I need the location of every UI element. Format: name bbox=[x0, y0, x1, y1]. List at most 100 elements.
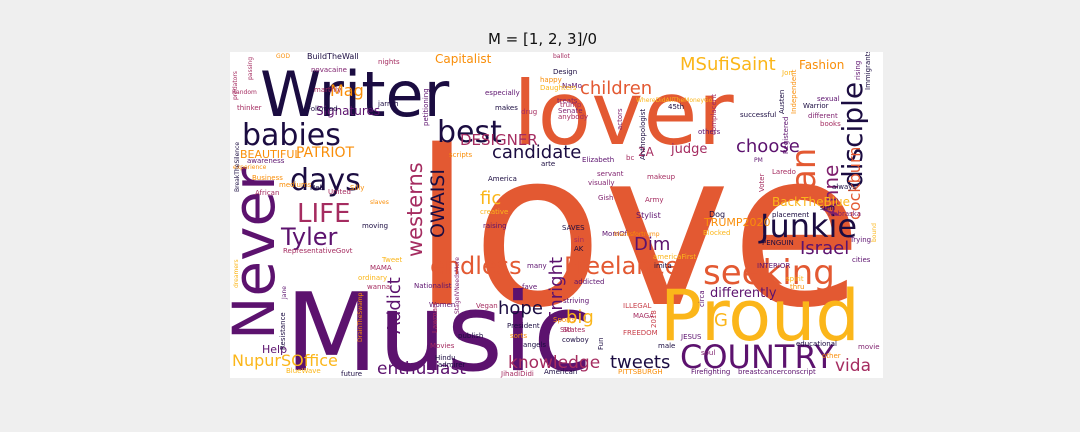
word-24: candidate bbox=[492, 142, 581, 163]
word-164: thru bbox=[790, 283, 805, 291]
word-15: LIFE bbox=[297, 199, 351, 229]
word-147: others bbox=[698, 128, 721, 136]
word-132: Followed bbox=[307, 105, 338, 113]
word-81: ILLEGAL bbox=[623, 302, 652, 310]
word-151: sexual bbox=[817, 95, 840, 103]
word-163: spirit bbox=[786, 275, 804, 283]
word-143: actors bbox=[616, 108, 624, 130]
word-7: Junkie bbox=[758, 207, 857, 245]
word-187: bound bbox=[871, 223, 878, 242]
word-159: Voter bbox=[758, 173, 766, 192]
word-150: Independent bbox=[790, 69, 798, 114]
word-67: PITTSBURGH bbox=[618, 368, 663, 376]
word-77: States bbox=[563, 326, 586, 334]
word-29: hope bbox=[498, 298, 543, 319]
word-93: Lawman bbox=[431, 304, 439, 333]
word-18: endless bbox=[430, 252, 522, 280]
word-68: American bbox=[544, 368, 577, 376]
word-171: imita bbox=[654, 262, 672, 270]
word-36: fic bbox=[480, 188, 501, 209]
word-145: Anthropologist bbox=[639, 109, 647, 160]
word-108: Army bbox=[645, 196, 664, 204]
word-20: Anne bbox=[819, 165, 843, 216]
word-158: Laredo bbox=[772, 168, 796, 176]
word-86: circa bbox=[698, 290, 706, 307]
word-85: soul bbox=[701, 349, 715, 357]
word-88: Fun bbox=[597, 337, 605, 350]
word-55: Design bbox=[553, 68, 577, 76]
word-176: Daughters bbox=[540, 84, 577, 92]
word-65: Firefighting bbox=[691, 368, 730, 376]
word-100: RepresentativeGovt bbox=[283, 247, 353, 255]
word-115: America bbox=[488, 175, 517, 183]
word-46: Fashion bbox=[799, 58, 844, 72]
word-130: Random bbox=[232, 89, 257, 96]
word-113: Gish bbox=[598, 194, 613, 202]
word-138: drug bbox=[521, 108, 537, 116]
word-69: JihadiDidi bbox=[500, 370, 534, 378]
word-19: westerns bbox=[403, 162, 427, 257]
word-56: NaMo bbox=[562, 82, 582, 90]
word-76: President bbox=[507, 322, 540, 330]
word-59: cities bbox=[852, 256, 871, 264]
word-6: COUNTRY bbox=[680, 338, 835, 376]
word-106: raising bbox=[483, 222, 507, 230]
word-144: 45th bbox=[668, 103, 684, 111]
word-120: scripts bbox=[449, 151, 473, 159]
word-37: Dim bbox=[634, 234, 670, 255]
word-105: SAVES bbox=[562, 224, 585, 232]
word-152: Warrior bbox=[803, 102, 829, 110]
word-112: Dog bbox=[709, 210, 725, 219]
word-0: love bbox=[412, 104, 863, 355]
word-61: always bbox=[832, 183, 856, 191]
figure-title: M = [1, 2, 3]/0 bbox=[487, 30, 598, 48]
word-141: trump bbox=[560, 101, 582, 109]
word-50: Help bbox=[262, 343, 287, 356]
word-109: Stylist bbox=[636, 211, 661, 220]
word-167: DrainTheSwamp bbox=[357, 292, 364, 342]
word-104: moving bbox=[362, 222, 388, 230]
word-136: petitioning bbox=[422, 88, 430, 126]
word-58: Trying bbox=[849, 236, 871, 244]
word-47: 2A bbox=[638, 145, 655, 159]
word-148: Austen bbox=[778, 90, 786, 114]
word-116: Elizabeth bbox=[582, 156, 614, 164]
word-54: GOD bbox=[276, 53, 290, 60]
word-140: Senate bbox=[558, 107, 583, 115]
word-119: arte bbox=[541, 160, 555, 168]
word-28: Addict bbox=[384, 277, 405, 334]
word-182: americaFirst bbox=[653, 253, 696, 261]
word-149: successful bbox=[740, 111, 776, 119]
word-80: striving bbox=[563, 297, 589, 305]
word-183: SIU bbox=[560, 326, 572, 334]
word-153: different bbox=[808, 112, 838, 120]
word-124: Business bbox=[252, 174, 283, 182]
word-25: MSufiSaint bbox=[680, 54, 776, 75]
word-75: publish bbox=[458, 332, 483, 340]
word-95: Sports bbox=[553, 316, 576, 324]
word-71: Resistance bbox=[279, 312, 287, 350]
word-13: days bbox=[290, 163, 361, 198]
word-125: mediums bbox=[279, 181, 312, 189]
word-107: creative bbox=[480, 208, 508, 216]
word-127: experience bbox=[233, 164, 267, 171]
word-14: disciple bbox=[836, 82, 869, 188]
word-180: WhereDidAllTheMoneyGo bbox=[636, 97, 713, 104]
word-177: Tweet bbox=[381, 256, 402, 264]
word-41: Signatures bbox=[316, 104, 380, 118]
word-35: big bbox=[566, 307, 594, 328]
word-21: cockburn bbox=[845, 147, 864, 220]
word-103: wanna bbox=[367, 283, 390, 291]
word-178: slaves bbox=[370, 199, 389, 206]
word-185: passing bbox=[247, 57, 254, 80]
word-160: placement bbox=[772, 211, 809, 219]
word-31: tweets bbox=[610, 352, 670, 373]
word-52: BuildTheWall bbox=[307, 52, 359, 61]
word-2: lover bbox=[513, 62, 735, 165]
word-3: Writer bbox=[260, 58, 450, 131]
word-1: Music bbox=[285, 271, 592, 378]
word-137: makes bbox=[495, 104, 518, 112]
word-179: ballot bbox=[553, 53, 570, 60]
word-154: books bbox=[820, 120, 841, 128]
word-78: cowboy bbox=[562, 336, 589, 344]
